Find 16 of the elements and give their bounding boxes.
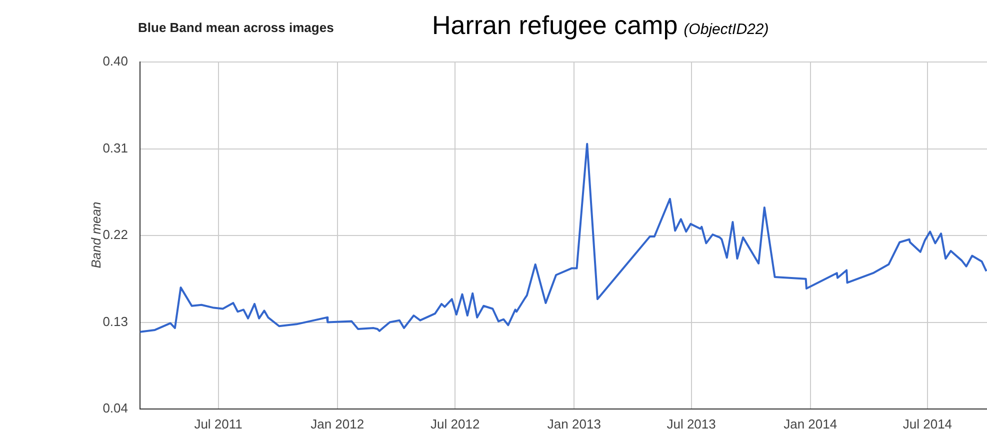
y-tick-label: 0.31 — [102, 140, 128, 156]
x-tick-label: Jan 2013 — [547, 416, 601, 432]
y-tick-label: 0.04 — [102, 400, 128, 416]
y-axis-title: Band mean — [88, 202, 104, 268]
x-tick-label: Jul 2014 — [902, 416, 952, 432]
y-tick-label: 0.40 — [102, 54, 128, 69]
chart-subtitle: (ObjectID22) — [684, 21, 769, 38]
x-tick-label: Jan 2012 — [310, 416, 364, 432]
text: Blue Band mean across images — [138, 20, 334, 35]
y-tick-label: 0.13 — [102, 314, 128, 329]
x-tick-label: Jul 2013 — [666, 416, 716, 432]
chart-title: Harran refugee camp — [432, 10, 678, 40]
y-tick-label: 0.22 — [102, 227, 128, 242]
x-tick-label: Jan 2014 — [784, 416, 838, 432]
x-tick-label: Jul 2011 — [194, 416, 242, 432]
x-tick-label: Jul 2012 — [430, 416, 480, 432]
